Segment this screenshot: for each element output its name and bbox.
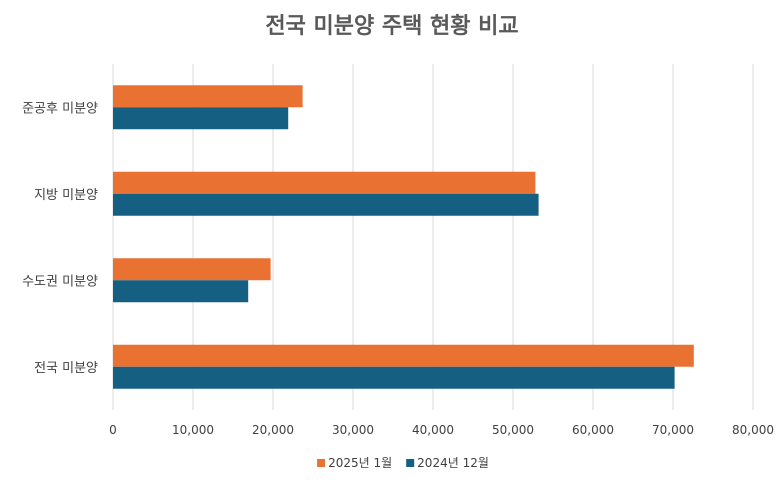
legend-swatch (406, 459, 415, 467)
bar (113, 107, 289, 130)
x-tick-label: 40,000 (412, 423, 454, 437)
x-tick-label: 70,000 (652, 423, 694, 437)
category-label: 수도권 미분양 (22, 274, 98, 289)
bar (113, 171, 536, 194)
bar (113, 280, 249, 303)
bar (113, 258, 271, 281)
x-tick-labels: 0 10,000 20,000 30,000 40,000 50,000 60,000 70,… (109, 423, 774, 437)
x-tick-label: 0 (109, 423, 117, 437)
x-tick-label: 60,000 (572, 423, 614, 437)
bar (113, 193, 539, 216)
chart-title: 전국 미분양 주택 현황 비교 (265, 14, 518, 39)
legend-label: 2024년 12월 (417, 456, 489, 470)
category-label: 전국 미분양 (34, 361, 98, 376)
category-label: 지방 미분양 (34, 188, 98, 203)
x-tick-label: 50,000 (492, 423, 534, 437)
x-tick-label: 10,000 (172, 423, 214, 437)
legend-swatch (317, 459, 326, 467)
x-tick-label: 20,000 (252, 423, 294, 437)
bar (113, 366, 675, 389)
bar (113, 344, 694, 367)
bars (113, 85, 694, 389)
bar (113, 85, 303, 108)
legend: 2025년 1월 2024년 12월 (317, 456, 489, 470)
category-label: 준공후 미분양 (22, 101, 98, 116)
x-tick-label: 30,000 (332, 423, 374, 437)
x-tick-label: 80,000 (732, 423, 774, 437)
legend-label: 2025년 1월 (328, 456, 392, 470)
